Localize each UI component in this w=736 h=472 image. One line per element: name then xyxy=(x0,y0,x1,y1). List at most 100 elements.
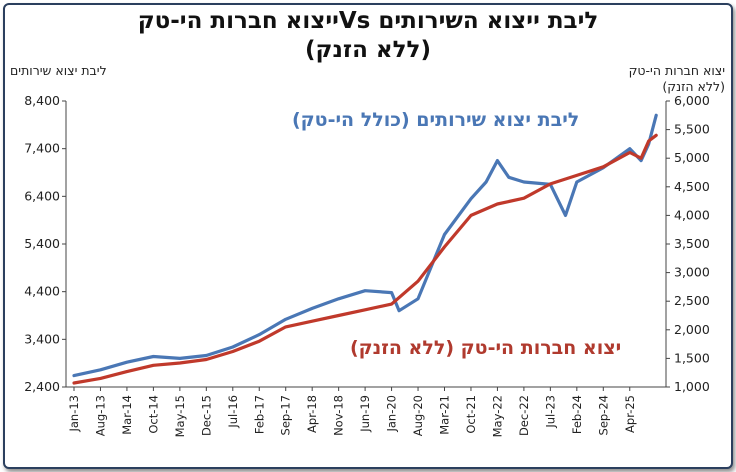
services-core-line-point xyxy=(484,180,488,184)
x-tick-label: Oct-14 xyxy=(146,395,160,434)
services-core-line-point xyxy=(575,180,578,184)
left-tick-label: 4,400 xyxy=(24,284,60,299)
hitech-exports-line-point xyxy=(284,325,287,329)
x-tick-label: Oct-21 xyxy=(464,395,478,434)
hitech-exports-line-point xyxy=(390,302,393,306)
services-core-line-point xyxy=(311,307,314,310)
left-tick-label: 5,400 xyxy=(24,236,60,251)
x-tick-label: Dec-15 xyxy=(199,395,213,436)
services-core-line-point xyxy=(469,197,473,200)
services-core-line-point xyxy=(258,333,261,336)
hitech-exports-line-point xyxy=(655,134,658,137)
x-tick-label: May-15 xyxy=(173,395,187,437)
right-tick-label: 2,000 xyxy=(674,322,710,337)
left-tick-label: 8,400 xyxy=(24,93,60,108)
services-core-line-point xyxy=(628,147,631,150)
hitech-exports-line-point xyxy=(337,314,340,317)
right-tick-label: 4,500 xyxy=(674,179,710,194)
annotation-hitech: יצוא חברות הי-טק (ללא הזנק) xyxy=(350,337,622,359)
services-core-line-point xyxy=(639,159,643,162)
hitech-exports-line-point xyxy=(363,308,367,311)
x-tick-label: Aug-20 xyxy=(411,395,425,436)
hitech-exports-line-point xyxy=(125,370,129,373)
services-core-line-point xyxy=(416,297,420,300)
x-tick-label: Jun-19 xyxy=(358,395,372,433)
services-core-line-point xyxy=(363,289,367,292)
hitech-exports-line-point xyxy=(549,182,552,186)
right-tick-label: 2,500 xyxy=(674,293,710,308)
x-tick-label: Jan-13 xyxy=(67,395,81,433)
hitech-exports-line-point xyxy=(575,174,578,177)
hitech-exports-line-point xyxy=(416,280,420,283)
hitech-exports-line-point xyxy=(205,358,208,361)
hitech-exports-line-point xyxy=(178,361,182,365)
x-tick-label: Jul-23 xyxy=(543,395,557,429)
x-tick-label: Feb-17 xyxy=(252,395,266,434)
hitech-exports-line-point xyxy=(639,157,643,160)
right-tick-label: 3,000 xyxy=(674,265,710,280)
hitech-exports-line-point xyxy=(647,139,650,143)
right-tick-label: 1,500 xyxy=(674,350,710,365)
services-core-line-point xyxy=(337,297,340,300)
right-tick-label: 5,500 xyxy=(674,122,710,137)
x-tick-label: Apr-25 xyxy=(623,395,637,433)
left-tick-label: 3,400 xyxy=(24,331,60,346)
right-tick-label: 3,500 xyxy=(674,236,710,251)
right-tick-label: 6,000 xyxy=(674,93,710,108)
x-tick-label: May-22 xyxy=(490,395,504,437)
x-tick-label: Jul-16 xyxy=(226,395,240,429)
x-tick-label: Apr-18 xyxy=(305,395,319,433)
x-tick-label: Dec-22 xyxy=(517,395,531,436)
hitech-exports-line-point xyxy=(602,165,605,168)
chart-title-line2: (ללא הזנק) xyxy=(305,37,431,63)
hitech-exports-line-point xyxy=(522,197,526,200)
services-core-line-point xyxy=(655,114,658,117)
left-tick-label: 7,400 xyxy=(24,141,60,156)
services-core-line-point xyxy=(152,355,155,358)
services-core-line-point xyxy=(178,357,182,360)
x-tick-label: Aug-13 xyxy=(93,395,107,436)
hitech-exports-line-point xyxy=(72,381,76,385)
hitech-exports-line-point xyxy=(231,350,234,353)
hitech-exports-line-point xyxy=(628,151,631,154)
services-core-line-point xyxy=(390,291,393,294)
annotation-services-core: ליבת יצוא שירותים (כולל הי-טק) xyxy=(292,109,580,131)
x-tick-label: Mar-14 xyxy=(120,395,134,435)
services-core-line-point xyxy=(284,318,287,321)
x-tick-label: Nov-18 xyxy=(332,395,346,436)
right-axis-title-line1: יצוא חברות הי-טק xyxy=(628,63,725,78)
services-core-line-point xyxy=(522,180,526,184)
services-core-line-point xyxy=(443,233,446,236)
right-axis-title-line2: (ללא הזנק) xyxy=(662,79,725,94)
x-tick-label: Mar-21 xyxy=(438,395,452,435)
x-tick-label: Feb-24 xyxy=(570,395,584,434)
hitech-exports-line-point xyxy=(469,214,473,217)
services-core-line-point xyxy=(72,374,76,377)
services-core-line-point xyxy=(231,345,234,349)
hitech-exports-line-point xyxy=(152,364,155,367)
left-tick-label: 6,400 xyxy=(24,188,60,203)
right-tick-label: 4,000 xyxy=(674,207,710,222)
services-core-line-point xyxy=(99,368,102,371)
hitech-exports-line-point xyxy=(443,245,446,249)
hitech-exports-line-point xyxy=(99,377,102,380)
services-core-line-point xyxy=(397,309,401,312)
right-tick-label: 1,000 xyxy=(674,379,710,394)
left-axis-title: ליבת יצוא שירותים xyxy=(10,63,107,78)
left-tick-label: 2,400 xyxy=(24,379,60,394)
services-core-line-point xyxy=(125,361,129,364)
chart-title-line1: ליבת ייצוא השירותים Vsייצוא חברות הי-טק xyxy=(137,8,599,34)
x-tick-label: Sep-24 xyxy=(596,395,610,435)
hitech-exports-line-point xyxy=(311,320,314,323)
right-tick-label: 5,000 xyxy=(674,150,710,165)
hitech-exports-line-point xyxy=(258,340,261,343)
x-tick-label: Jan-20 xyxy=(385,395,399,433)
services-core-line-point xyxy=(205,354,208,357)
hitech-exports-line-point xyxy=(496,202,499,206)
services-core-line-point xyxy=(564,214,567,217)
x-tick-label: Sep-17 xyxy=(279,395,293,435)
services-core-line-point xyxy=(496,159,499,162)
services-core-line-point xyxy=(507,176,510,179)
chart-frame xyxy=(3,3,733,469)
